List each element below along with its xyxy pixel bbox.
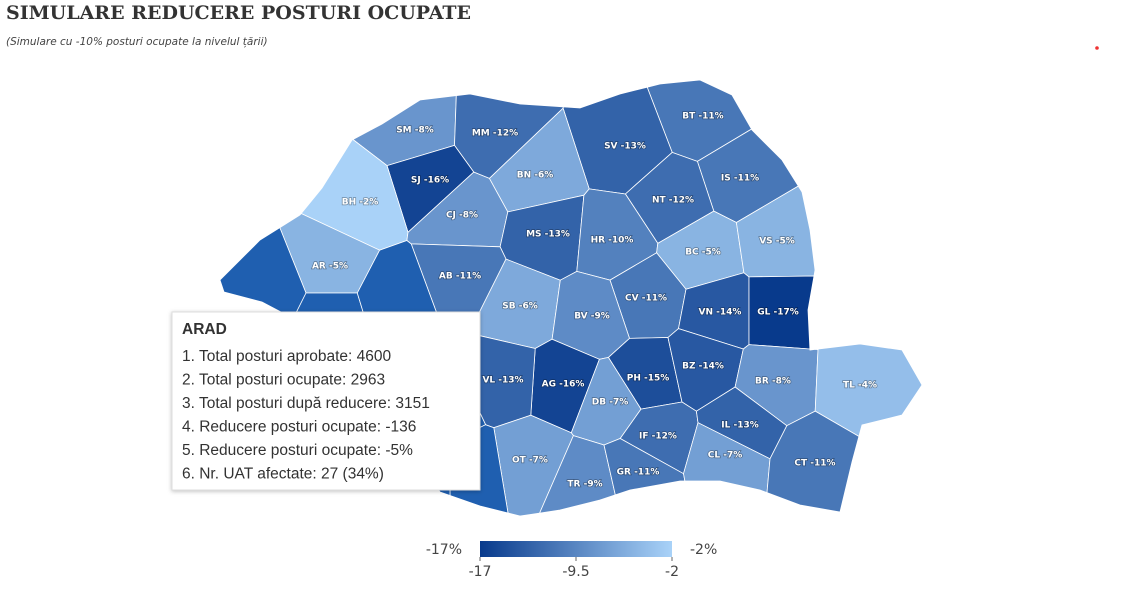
county-label: PH -15% [627,374,670,384]
county-label: MM -12% [472,129,518,139]
county-label: TR -9% [567,480,602,490]
tooltip-line: 1. Total posturi aprobate: 4600 [182,348,391,365]
county-label: TL -4% [843,381,877,391]
county-label: DB -7% [592,398,628,408]
county-label: IF -12% [639,432,677,442]
tooltip-line: 3. Total posturi după reducere: 3151 [182,395,430,412]
county-label: BC -5% [685,248,721,258]
tooltip-line: 4. Reducere posturi ocupate: -136 [182,419,416,436]
county-label: BH -2% [342,198,379,208]
county-label: IL -13% [721,421,759,431]
county-label: CJ -8% [446,211,478,221]
county-label: SV -13% [604,142,646,152]
county-label: BR -8% [755,377,791,387]
legend-max-label: -2% [690,542,717,558]
county [814,343,923,438]
regions [219,79,923,517]
county-label: GL -17% [757,308,799,318]
county [683,422,771,494]
tooltip-title: ARAD [182,321,227,338]
county-label: VN -14% [699,308,742,318]
county-label: SJ -16% [411,176,449,186]
county-label: SB -6% [502,302,538,312]
county-label: SM -8% [396,126,434,136]
county-label: CL -7% [708,451,743,461]
county-label: GR -11% [617,468,660,478]
county-label: VL -13% [482,376,523,386]
legend-tick-label: -17 [469,564,492,580]
tooltip-line: 2. Total posturi ocupate: 2963 [182,372,385,389]
tooltip-line: 5. Reducere posturi ocupate: -5% [182,442,413,459]
county [766,410,860,513]
legend-bar [480,541,672,557]
county-label: CV -11% [625,294,667,304]
legend: -17% -2% -17 -9.5 -2 [426,541,717,580]
county-label: MS -13% [526,230,570,240]
legend-tick-label: -9.5 [562,564,589,580]
county-label: BT -11% [682,112,723,122]
county-label: NT -12% [652,196,694,206]
county [603,438,686,496]
county-label: IS -11% [721,174,759,184]
county [493,414,574,517]
county-label: OT -7% [512,456,548,466]
tooltip-line: 6. Nr. UAT afectate: 27 (34%) [182,466,384,483]
county-label: BV -9% [574,312,610,322]
county-label: HR -10% [591,236,634,246]
county-label: BZ -14% [682,362,724,372]
tooltip: ARAD 1. Total posturi aprobate: 4600 2. T… [171,311,481,491]
legend-min-label: -17% [426,542,462,558]
subtitle: (Simulare cu -10% posturi ocupate la niv… [6,36,268,48]
region-labels: SM -8% MM -12% BT -11% SV -13% SJ -16% BN -6%… [311,111,878,491]
county-label: BN -6% [517,171,554,181]
legend-tick-label: -2 [665,564,679,580]
county-label: AR -5% [312,262,348,272]
tooltip-box [171,311,481,491]
marker-dot [1095,46,1099,50]
county-label: AG -16% [542,380,585,390]
county-label: VS -5% [759,237,795,247]
county-label: CT -11% [794,459,835,469]
county-label: AB -11% [439,272,481,282]
title: SIMULARE REDUCERE POSTURI OCUPATE [6,2,471,24]
